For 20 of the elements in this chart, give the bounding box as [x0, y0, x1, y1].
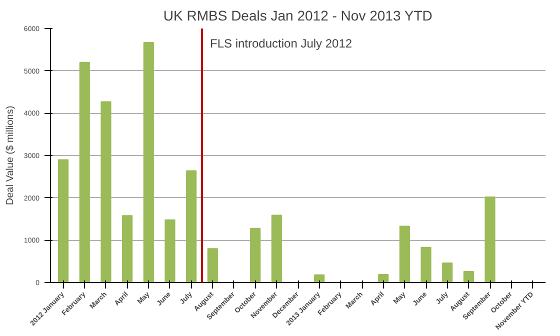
chart-title: UK RMBS Deals Jan 2012 - Nov 2013 YTD: [163, 8, 432, 24]
bar: [186, 170, 197, 282]
bar: [143, 42, 154, 282]
bar: [484, 196, 496, 282]
bar: [463, 270, 474, 282]
bar: [58, 159, 69, 282]
ref-line-label: FLS introduction July 2012: [210, 36, 352, 50]
bar: [207, 248, 218, 282]
bar: [250, 228, 261, 282]
y-axis-title: Deal Value ($ millions): [4, 106, 16, 206]
bar: [164, 219, 176, 282]
bar: [378, 274, 389, 282]
bar: [79, 62, 90, 282]
bar: [420, 246, 432, 282]
bar: [100, 101, 112, 282]
bar: [271, 214, 282, 282]
bar: [442, 262, 453, 282]
bar: [399, 226, 410, 282]
bar: [122, 215, 133, 282]
bar: [314, 274, 325, 282]
